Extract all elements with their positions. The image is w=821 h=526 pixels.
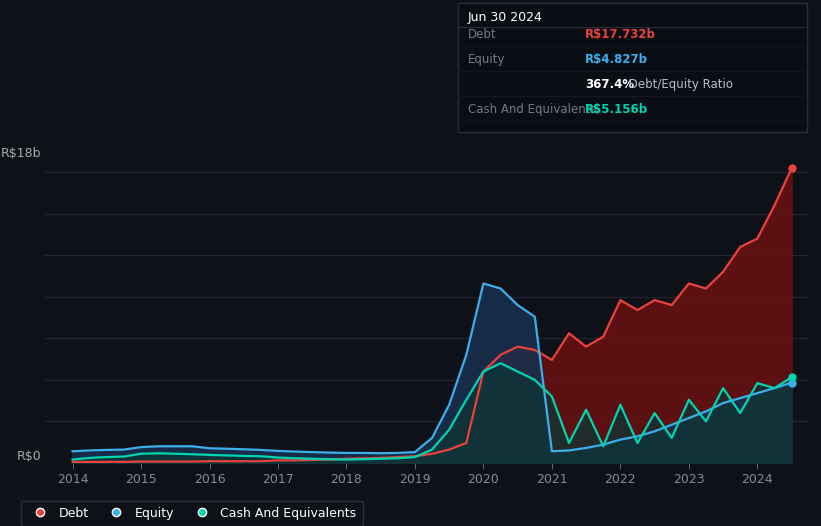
Text: R$0: R$0 (16, 450, 41, 463)
Text: Jun 30 2024: Jun 30 2024 (468, 11, 543, 24)
Text: R$5.156b: R$5.156b (585, 104, 649, 116)
Text: R$4.827b: R$4.827b (585, 53, 649, 66)
Text: Equity: Equity (468, 53, 506, 66)
Legend: Debt, Equity, Cash And Equivalents: Debt, Equity, Cash And Equivalents (21, 501, 363, 526)
Text: Debt/Equity Ratio: Debt/Equity Ratio (625, 78, 733, 91)
Text: Cash And Equivalents: Cash And Equivalents (468, 104, 597, 116)
Text: R$17.732b: R$17.732b (585, 28, 656, 41)
Text: R$18b: R$18b (1, 147, 41, 160)
Text: Debt: Debt (468, 28, 497, 41)
Text: 367.4%: 367.4% (585, 78, 635, 91)
